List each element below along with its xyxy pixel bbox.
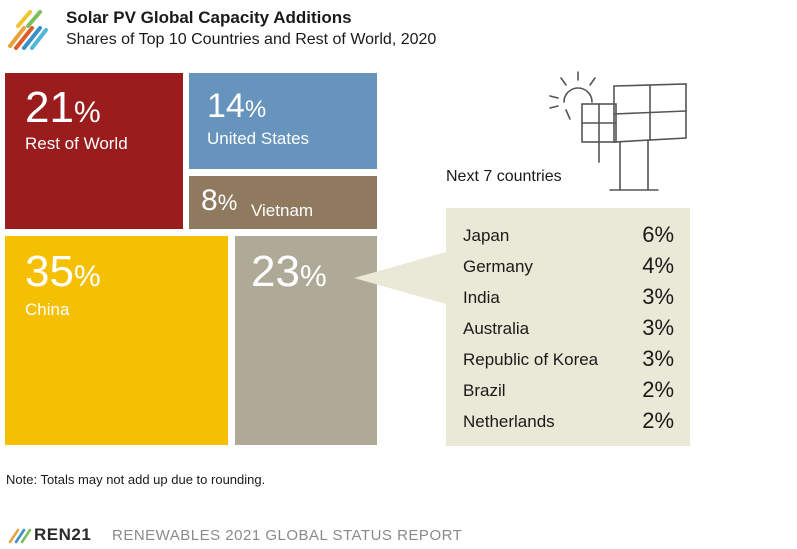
callout-bubble <box>354 208 690 446</box>
tile-value: 8% <box>201 184 238 217</box>
country-name: Germany <box>463 257 533 276</box>
country-name: Republic of Korea <box>463 350 599 369</box>
list-item: Japan 6% <box>446 222 674 253</box>
tile-value: 21% <box>25 83 101 132</box>
list-item: Australia 3% <box>446 315 674 346</box>
list-item: India 3% <box>446 284 674 315</box>
country-share: 3% <box>642 346 674 371</box>
tile-label: United States <box>207 129 310 148</box>
tile-label: China <box>25 300 70 319</box>
ren21-stripes-icon <box>8 528 32 544</box>
tile-value: 14% <box>207 87 267 125</box>
country-name: Netherlands <box>463 412 555 431</box>
country-share: 3% <box>642 315 674 340</box>
tile-vietnam: 8% Vietnam <box>189 176 377 229</box>
footer-brand: REN21 <box>34 525 92 544</box>
ren21-logo-icon <box>8 10 48 50</box>
country-share: 2% <box>642 377 674 402</box>
tile-united-states: 14% United States <box>189 73 377 169</box>
country-share: 3% <box>642 284 674 309</box>
country-share: 4% <box>642 253 674 278</box>
list-item: Germany 4% <box>446 253 674 284</box>
tile-value: 23% <box>251 247 327 296</box>
chart-subtitle: Shares of Top 10 Countries and Rest of W… <box>66 31 437 48</box>
breakdown-title: Next 7 countries <box>446 168 562 185</box>
list-item: Netherlands 2% <box>446 408 674 439</box>
tile-china: 35% China <box>5 236 228 445</box>
country-name: Brazil <box>463 381 506 400</box>
footer-report-title: RENEWABLES 2021 GLOBAL STATUS REPORT <box>112 527 463 544</box>
country-name: India <box>463 288 500 307</box>
tile-rest-of-world: 21% Rest of World <box>5 73 183 229</box>
country-share: 2% <box>642 408 674 433</box>
list-item: Brazil 2% <box>446 377 674 408</box>
tile-label: Vietnam <box>251 201 314 220</box>
country-share: 6% <box>642 222 674 247</box>
tile-label: Rest of World <box>25 134 128 153</box>
solar-panel-sun-icon <box>549 71 687 191</box>
country-name: Australia <box>463 319 530 338</box>
tile-next-7-countries: 23% <box>235 236 377 445</box>
list-item: Republic of Korea 3% <box>446 346 674 377</box>
chart-title: Solar PV Global Capacity Additions <box>66 8 352 27</box>
country-name: Japan <box>463 226 510 245</box>
tile-value: 35% <box>25 247 101 296</box>
footnote: Note: Totals may not add up due to round… <box>6 472 266 487</box>
